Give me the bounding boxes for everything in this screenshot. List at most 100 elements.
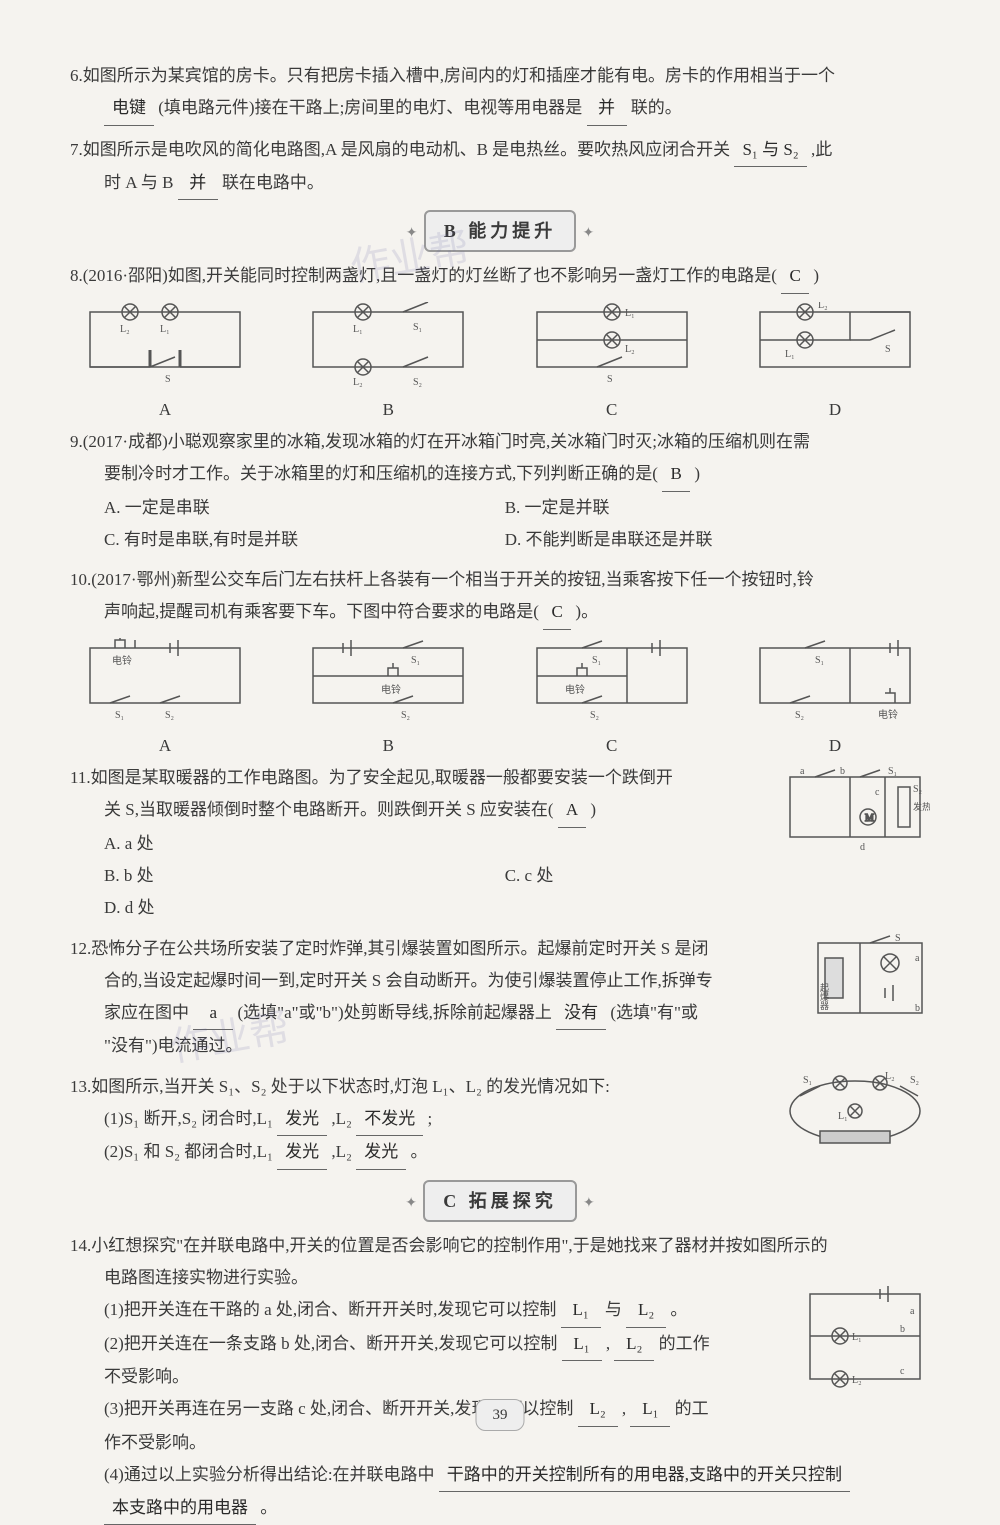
- question-7: 7.如图所示是电吹风的简化电路图,A 是风扇的电动机、B 是电热丝。要吹热风应闭…: [70, 134, 930, 201]
- svg-text:b: b: [915, 1003, 920, 1014]
- section-b-header: ✦ B 能力提升 ✦: [70, 210, 930, 252]
- q14-p2-b1: L₁: [562, 1328, 602, 1361]
- svg-text:电铃: 电铃: [381, 683, 401, 696]
- q8-fig-a: L₂ L₁ S: [80, 302, 250, 392]
- q14-p1-c: 与: [605, 1300, 622, 1319]
- svg-text:L₂: L₂: [818, 302, 828, 311]
- q12-stem-e: (选填"有"或: [610, 1003, 698, 1022]
- q13-p1-b2: 不发光: [356, 1103, 423, 1136]
- section-b-label: B 能力提升: [424, 210, 577, 252]
- q8-labels: A B C D: [70, 394, 930, 426]
- svg-text:L₁: L₁: [353, 324, 363, 335]
- q14-p1-b1: L₁: [561, 1294, 601, 1327]
- q14-p4-a: (4)通过以上实验分析得出结论:在并联电路中: [104, 1465, 435, 1484]
- svg-text:d: d: [860, 842, 865, 852]
- q8-figures: L₂ L₁ S L₁ S₁ L₂ S₂ L₁ L₂ S: [70, 302, 930, 392]
- q13-p2-b2: 发光: [356, 1136, 406, 1169]
- q14-p2-a: (2)把开关连在一条支路 b 处,闭合、断开开关,发现它可以控制: [104, 1334, 557, 1353]
- star-icon: ✦: [406, 226, 418, 241]
- svg-text:S₂: S₂: [413, 377, 422, 388]
- q13-p2-c: ,L₂: [331, 1142, 352, 1161]
- q11-answer: A: [558, 794, 586, 827]
- svg-text:S₁: S₁: [413, 322, 422, 333]
- q14-p2-d: 的工作: [659, 1334, 710, 1353]
- q14-p1-a: (1)把开关连在干路的 a 处,闭合、断开开关时,发现它可以控制: [104, 1300, 556, 1319]
- svg-text:起爆器: 起爆器: [819, 982, 829, 1009]
- svg-text:c: c: [875, 787, 880, 798]
- svg-text:S₁: S₁: [815, 655, 824, 666]
- svg-text:S: S: [885, 344, 891, 355]
- q14-p3-e: 作不受影响。: [104, 1433, 206, 1452]
- q8-stem: 8.(2016·邵阳)如图,开关能同时控制两盏灯,且一盏灯的灯丝断了也不影响另一…: [70, 266, 777, 285]
- q9-opt-c: C. 有时是串联,有时是并联: [104, 524, 500, 556]
- q9-stem-a: 9.(2017·成都)小聪观察家里的冰箱,发现冰箱的灯在开冰箱门时亮,关冰箱门时…: [70, 432, 810, 451]
- q13-p2-b1: 发光: [277, 1136, 327, 1169]
- q7-stem-a: 7.如图所示是电吹风的简化电路图,A 是风扇的电动机、B 是电热丝。要吹热风应闭…: [70, 140, 730, 159]
- q14-p2-c: ,: [606, 1334, 610, 1353]
- q14-p2-e: 不受影响。: [104, 1367, 189, 1386]
- q12-blank-2: 没有: [556, 997, 606, 1030]
- q12-stem-a: 12.恐怖分子在公共场所安装了定时炸弹,其引爆装置如图所示。起爆前定时开关 S …: [70, 939, 708, 958]
- q11-opt-a: A. a 处: [104, 828, 500, 860]
- q6-stem-b: (填电路元件)接在干路上;房间里的电灯、电视等用电器是: [158, 98, 582, 117]
- q12-stem-b: 合的,当设定起爆时间一到,定时开关 S 会自动断开。为使引爆装置停止工作,拆弹专: [104, 971, 713, 990]
- svg-text:S₁: S₁: [115, 710, 124, 721]
- svg-text:电铃: 电铃: [878, 708, 898, 721]
- q8-label-d: D: [750, 394, 920, 426]
- q7-line2-b: 联在电路中。: [222, 173, 324, 192]
- q10-fig-a: 电铃 S₁ S₂: [80, 638, 250, 728]
- svg-text:L₁: L₁: [160, 324, 170, 335]
- q14-p4-c: 本支路中的用电器: [104, 1492, 256, 1525]
- svg-text:L₁: L₁: [852, 1332, 862, 1343]
- svg-text:L₂: L₂: [353, 377, 363, 388]
- q7-blank-1: S₁ 与 S₂: [734, 134, 806, 167]
- q10-label-c: C: [527, 730, 697, 762]
- q10-labels: A B C D: [70, 730, 930, 762]
- q10-figures: 电铃 S₁ S₂ S₁ 电铃 S₂ S₁ 电铃 S₂: [70, 638, 930, 728]
- q9-stem-b: 要制冷时才工作。关于冰箱里的灯和压缩机的连接方式,下列判断正确的是(: [104, 464, 658, 483]
- svg-text:S: S: [165, 374, 171, 385]
- svg-text:S₂: S₂: [401, 710, 410, 721]
- q13-p1-b1: 发光: [277, 1103, 327, 1136]
- q14-p3-b2: L₁: [630, 1393, 670, 1426]
- q12-figure: 起爆器 a b S: [810, 933, 930, 1028]
- q14-p3-c: ,: [622, 1399, 626, 1418]
- q11-opt-d: D. d 处: [104, 892, 500, 924]
- q6-blank-1: 电键: [104, 92, 154, 125]
- q10-stem-b: 声响起,提醒司机有乘客要下车。下图中符合要求的电路是(: [104, 602, 539, 621]
- q9-opt-a: A. 一定是串联: [104, 492, 500, 524]
- q10-label-d: D: [750, 730, 920, 762]
- question-11: M a b c d S₁ S₂ 发热体 11.如图是某取暖器的工作电路图。为了安…: [70, 762, 930, 924]
- q14-p4-d: 。: [260, 1498, 277, 1517]
- q12-stem-d: (选填"a"或"b")处剪断导线,拆除前起爆器上: [238, 1003, 552, 1022]
- q12-stem-c: 家应在图中: [104, 1003, 189, 1022]
- q7-blank-2: 并: [178, 167, 218, 200]
- svg-text:L₂: L₂: [625, 344, 635, 355]
- q8-tail: ): [813, 266, 819, 285]
- svg-text:L₂: L₂: [120, 324, 130, 335]
- svg-text:a: a: [800, 766, 805, 777]
- svg-text:S₁: S₁: [888, 766, 897, 777]
- star-icon: ✦: [583, 226, 595, 241]
- q10-fig-b: S₁ 电铃 S₂: [303, 638, 473, 728]
- q14-p1-b2: L₂: [626, 1294, 666, 1327]
- svg-text:b: b: [900, 1324, 905, 1335]
- svg-text:电铃: 电铃: [112, 654, 132, 667]
- svg-text:电铃: 电铃: [565, 683, 585, 696]
- q14-stem-a: 14.小红想探究"在并联电路中,开关的位置是否会影响它的控制作用",于是她找来了…: [70, 1236, 828, 1255]
- q13-p2-d: 。: [410, 1142, 427, 1161]
- q14-figure: L₁ L₂ b a c: [800, 1284, 930, 1394]
- svg-text:S₂: S₂: [165, 710, 174, 721]
- question-9: 9.(2017·成都)小聪观察家里的冰箱,发现冰箱的灯在开冰箱门时亮,关冰箱门时…: [70, 426, 930, 556]
- svg-text:S: S: [607, 374, 613, 385]
- star-icon: ✦: [405, 1196, 417, 1211]
- q14-p3-d: 的工: [675, 1399, 709, 1418]
- q10-label-b: B: [303, 730, 473, 762]
- q10-tail: )。: [575, 602, 598, 621]
- question-10: 10.(2017·鄂州)新型公交车后门左右扶杆上各装有一个相当于开关的按钮,当乘…: [70, 564, 930, 630]
- q11-tail: ): [590, 800, 596, 819]
- q8-label-b: B: [303, 394, 473, 426]
- svg-text:发热体: 发热体: [913, 801, 930, 812]
- q10-answer: C: [543, 596, 571, 629]
- svg-text:S₁: S₁: [803, 1075, 812, 1086]
